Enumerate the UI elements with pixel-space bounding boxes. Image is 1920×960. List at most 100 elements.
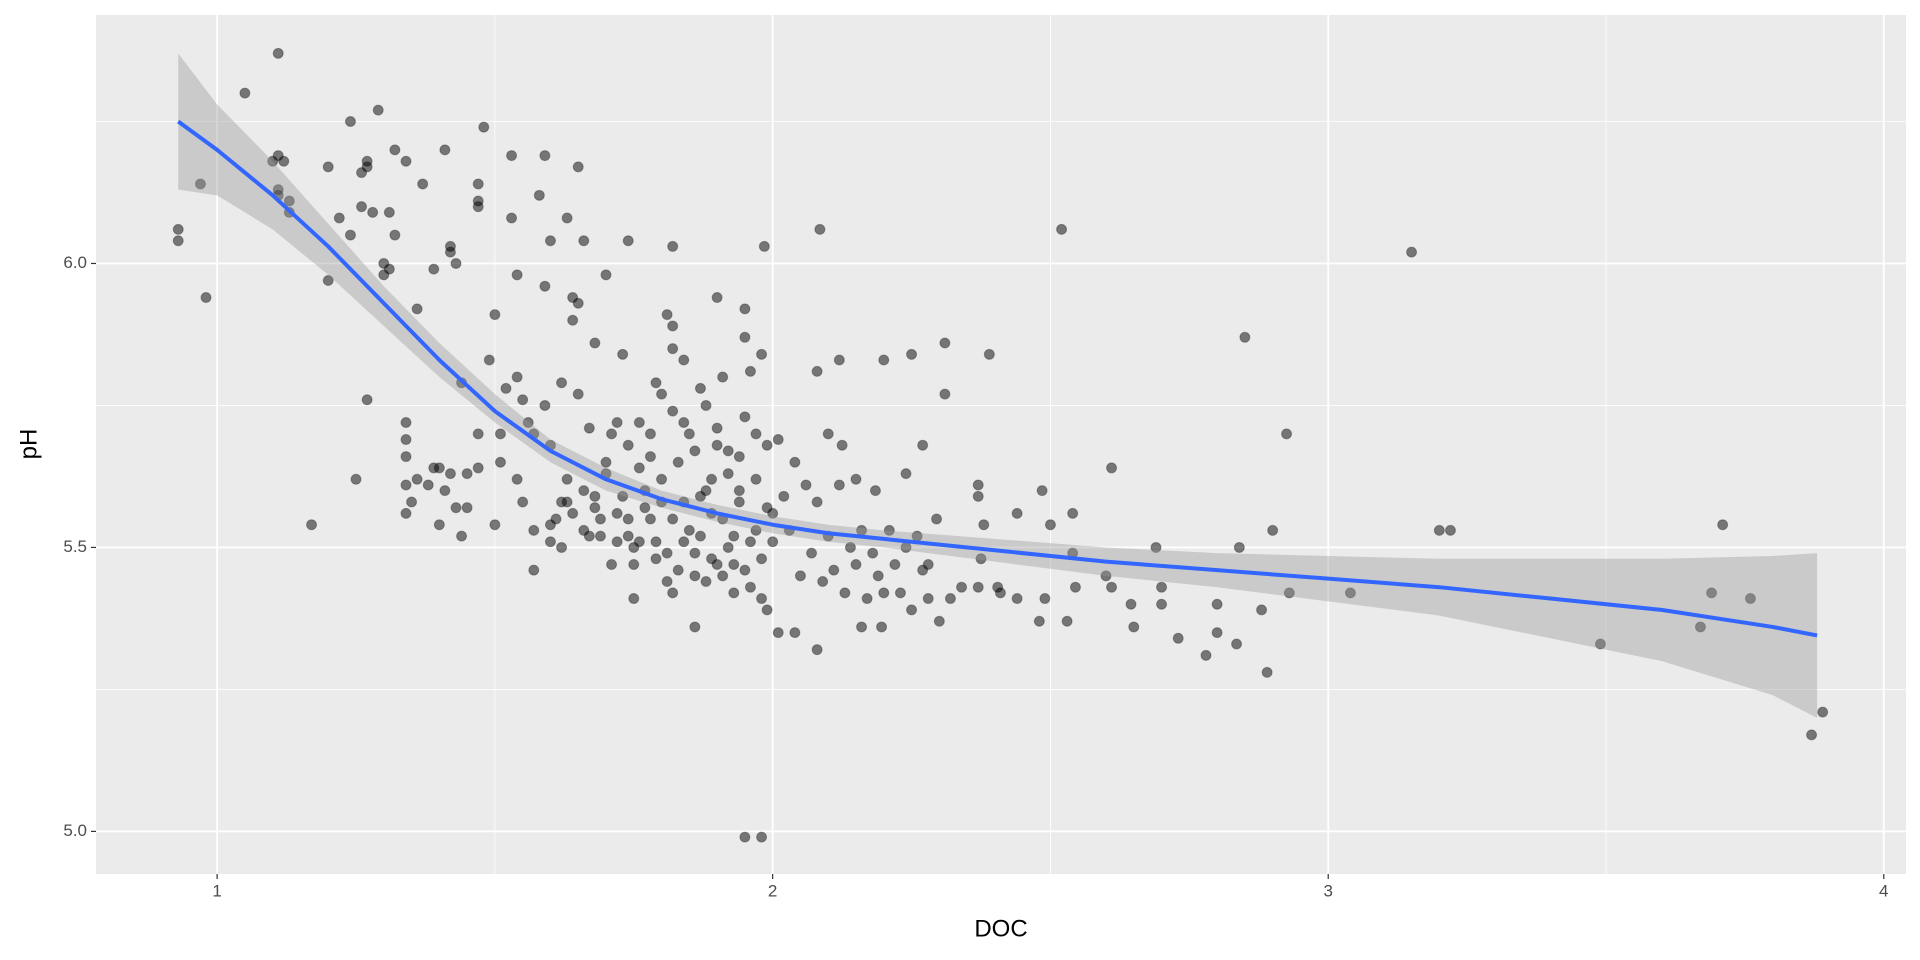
point [975, 553, 987, 565]
point [750, 473, 762, 485]
point [850, 558, 862, 570]
point [733, 496, 745, 508]
point [456, 530, 468, 542]
point [594, 513, 606, 525]
y-tick-label: 5.5 [63, 537, 87, 556]
point [644, 451, 656, 463]
point [500, 382, 512, 394]
point [1211, 598, 1223, 610]
point [400, 479, 412, 491]
point [939, 388, 951, 400]
point [400, 451, 412, 463]
point [506, 150, 518, 162]
point [850, 473, 862, 485]
point [506, 212, 518, 224]
point [606, 428, 618, 440]
point [711, 558, 723, 570]
point [878, 587, 890, 599]
point [1817, 706, 1829, 718]
point [833, 354, 845, 366]
point [528, 524, 540, 536]
point [1200, 649, 1212, 661]
point [572, 297, 584, 309]
point [739, 564, 751, 576]
point [750, 428, 762, 440]
point [706, 473, 718, 485]
point [678, 416, 690, 428]
point [772, 434, 784, 446]
point [472, 462, 484, 474]
point [733, 451, 745, 463]
point [589, 502, 601, 514]
point [200, 292, 212, 304]
point [611, 507, 623, 519]
point [931, 513, 943, 525]
point [1744, 593, 1756, 605]
point [400, 434, 412, 446]
point [489, 309, 501, 321]
point [839, 587, 851, 599]
point [1011, 593, 1023, 605]
point [683, 428, 695, 440]
x-tick-label: 2 [768, 881, 777, 900]
point [683, 524, 695, 536]
point [417, 178, 429, 190]
point [622, 439, 634, 451]
point [578, 524, 590, 536]
x-tick-label: 1 [212, 881, 221, 900]
point [322, 275, 334, 287]
point [767, 536, 779, 548]
point [322, 161, 334, 173]
point [717, 371, 729, 383]
point [944, 593, 956, 605]
point [1806, 729, 1818, 741]
point [639, 502, 651, 514]
point [878, 354, 890, 366]
point [411, 303, 423, 315]
point [689, 570, 701, 582]
point [972, 490, 984, 502]
point [494, 428, 506, 440]
point [600, 456, 612, 468]
point [667, 320, 679, 332]
point [722, 445, 734, 457]
point [876, 621, 888, 633]
point [622, 530, 634, 542]
point [1433, 524, 1445, 536]
point [861, 593, 873, 605]
point [517, 394, 529, 406]
point [700, 399, 712, 411]
point [806, 547, 818, 559]
point [994, 587, 1006, 599]
point [689, 547, 701, 559]
point [478, 121, 490, 133]
point [633, 536, 645, 548]
point [522, 416, 534, 428]
point [483, 354, 495, 366]
point [594, 530, 606, 542]
point [539, 399, 551, 411]
point [667, 405, 679, 417]
point [1444, 524, 1456, 536]
point [761, 604, 773, 616]
point [1106, 581, 1118, 593]
point [733, 485, 745, 497]
point [383, 263, 395, 275]
point [511, 473, 523, 485]
point [533, 189, 545, 201]
point [1033, 615, 1045, 627]
point [667, 587, 679, 599]
point [872, 570, 884, 582]
point [972, 581, 984, 593]
point [239, 87, 251, 99]
panel-background [96, 15, 1906, 874]
point [333, 212, 345, 224]
point [1594, 638, 1606, 650]
point [728, 530, 740, 542]
point [1011, 507, 1023, 519]
point [389, 229, 401, 241]
point [406, 496, 418, 508]
point [1717, 519, 1729, 531]
point [667, 343, 679, 355]
